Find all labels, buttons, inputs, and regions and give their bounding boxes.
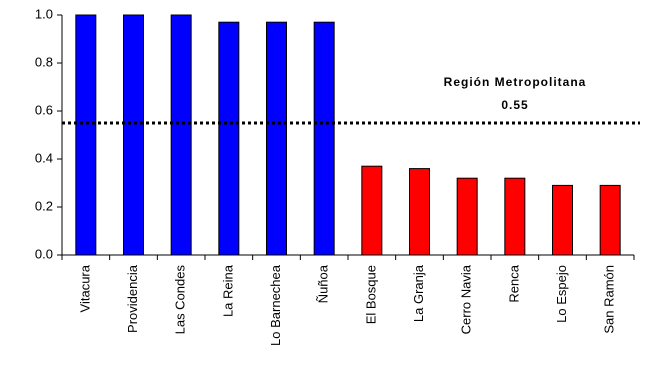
x-tick-label: Providencia [125,264,140,333]
y-tick-label: 1.0 [35,6,53,21]
x-tick-label: Vitacura [77,264,92,312]
x-tick-label: Las Condes [173,265,188,335]
x-tick-label: Cerro Navia [459,264,474,334]
y-tick-label: 0.0 [35,246,53,261]
reference-value-label: 0.55 [501,98,528,112]
bar [218,21,240,256]
bar [313,21,335,256]
y-tick-label: 0.4 [35,150,53,165]
x-tick-label: Lo Espejo [554,265,569,323]
x-tick-label: Ñuñoa [316,264,331,303]
y-tick-label: 0.6 [35,102,53,117]
x-tick-label: San Ramón [602,265,617,334]
x-tick-label: La Reina [220,264,235,317]
bar [504,177,526,256]
bar [552,184,573,256]
bar [123,14,144,256]
x-tick-label: Lo Barnechea [268,264,283,346]
bar [170,14,192,256]
bar [266,21,287,256]
bar [409,168,430,256]
bar [361,165,383,256]
y-tick-label: 0.2 [35,198,53,213]
x-tick-label: La Granja [411,264,426,322]
y-tick-label: 0.8 [35,54,53,69]
x-tick-label: El Bosque [363,265,378,324]
reference-label: Región Metropolitana [444,75,587,89]
bar [75,14,97,256]
x-tick-label: Renca [506,264,521,302]
bar [599,184,621,256]
bar [456,177,478,256]
